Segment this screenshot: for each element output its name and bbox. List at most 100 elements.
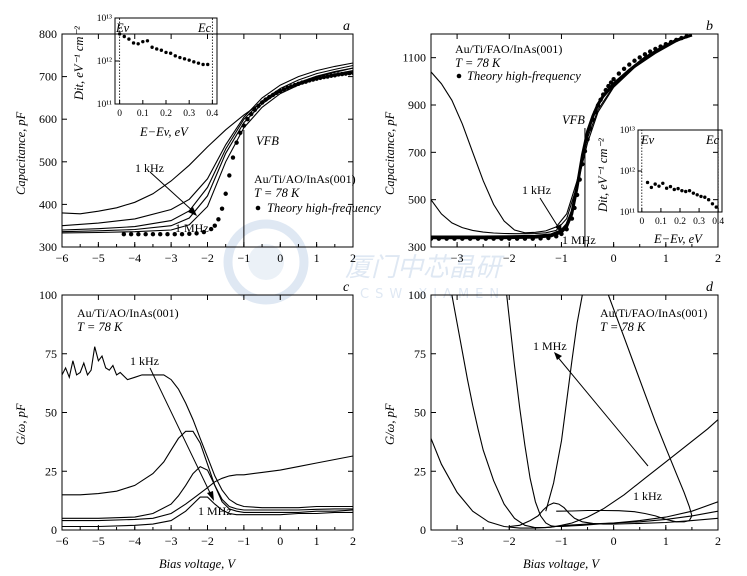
theory-point	[572, 205, 577, 211]
theory-point	[234, 140, 239, 145]
panel-c-label-1mhz: 1 MHz	[198, 504, 232, 518]
inset-point	[684, 189, 688, 194]
y-tick-label: 50	[45, 406, 57, 420]
theory-point	[350, 70, 353, 75]
panel-c-sample: Au/Ti/AO/InAs(001)	[77, 306, 179, 320]
series-line-3	[62, 465, 353, 519]
y-tick-label: 25	[414, 464, 426, 478]
theory-point	[201, 229, 207, 235]
panel-b-inset-ev: Ev	[640, 133, 655, 147]
theory-point	[274, 90, 279, 95]
theory-point	[608, 80, 614, 85]
theory-point	[574, 192, 580, 198]
x-tick-label: 1	[663, 251, 669, 265]
y-tick-label: 800	[39, 27, 57, 41]
panel-b-legend-theory: Theory high-frequency	[467, 69, 581, 83]
inset-point	[136, 42, 140, 46]
panel-a-y-axis: 300 400 500 600 700 800	[39, 27, 353, 254]
panel-a-inset-ev: Ev	[115, 21, 130, 35]
y-tick-label: 300	[408, 240, 426, 254]
theory-point	[475, 236, 481, 241]
inset-y-tick-label: 10¹¹	[97, 100, 112, 110]
panel-a-theory-points	[121, 70, 353, 237]
panel-c-label-1khz: 1 kHz	[130, 354, 159, 368]
y-tick-label: 500	[39, 155, 57, 169]
theory-point	[165, 232, 170, 237]
theory-point	[684, 34, 689, 39]
x-tick-label: 0	[277, 534, 283, 548]
panel-b-arrow-head	[555, 224, 562, 233]
panel-c-xlabel: Bias voltage, V	[159, 557, 236, 571]
theory-point	[216, 217, 221, 222]
panel-b-inset-ylabel: Dit, eV⁻¹ cm⁻²	[596, 138, 610, 213]
inset-x-tick-label: 0.3	[693, 217, 705, 227]
theory-point	[281, 87, 287, 92]
panel-b-theory-points	[431, 34, 689, 241]
inset-point	[155, 47, 159, 51]
x-tick-label: −1	[237, 534, 250, 548]
inset-point	[131, 41, 136, 45]
theory-point	[227, 173, 232, 178]
theory-point	[150, 232, 156, 237]
panel-b-letter: b	[706, 19, 713, 34]
y-tick-label: 700	[39, 70, 57, 84]
theory-point	[679, 35, 684, 41]
x-tick-label: −3	[165, 251, 178, 265]
panel-c-y-axis: 0 25 50 75 100	[39, 288, 353, 537]
theory-point	[627, 62, 632, 67]
theory-point	[499, 236, 504, 241]
theory-point	[121, 232, 127, 237]
inset-y-tick-label: 10¹²	[97, 57, 112, 67]
x-tick-label: −2	[503, 534, 516, 548]
panel-b-inset-ec: Ec	[705, 133, 720, 147]
series-line-2	[62, 62, 353, 227]
panel-a-arrow-head	[188, 207, 197, 216]
theory-point	[601, 92, 606, 97]
panel-b-arrow-line	[539, 197, 561, 231]
panel-a-label-vfb: VFB	[256, 134, 279, 148]
watermark: 厦门中芯晶研 CSW XIAMEN	[223, 219, 505, 305]
series-line-1	[431, 419, 718, 529]
theory-point	[303, 79, 308, 84]
panel-a-legend-dot	[255, 205, 261, 211]
theory-point	[642, 52, 648, 57]
inset-point	[192, 60, 196, 64]
series-line-1	[62, 67, 353, 215]
inset-point	[676, 186, 680, 191]
panel-b-inset: 0 0.1 0.2 0.3 0.4 10¹¹ 10¹² 10¹³ Ev Ec E−Ev, eV…	[596, 126, 724, 246]
x-tick-label: −4	[128, 251, 141, 265]
x-tick-label: −1	[237, 251, 250, 265]
theory-point	[238, 130, 243, 136]
inset-x-tick-label: 0.4	[206, 109, 218, 119]
theory-point	[593, 109, 598, 115]
panel-d-temperature: T = 78 K	[600, 320, 646, 334]
panel-b-inset-xlabel: E−Ev, eV	[653, 232, 703, 246]
theory-point	[128, 232, 134, 237]
inset-x-tick-label: 0	[117, 109, 122, 119]
inset-point	[710, 202, 715, 206]
y-tick-label: 600	[39, 112, 57, 126]
theory-point	[598, 97, 603, 102]
series-line-2	[62, 430, 353, 511]
theory-point	[212, 223, 217, 228]
inset-point	[117, 32, 122, 36]
y-tick-label: 100	[408, 288, 426, 302]
theory-point	[158, 232, 163, 237]
inset-y-tick-label: 10¹³	[620, 126, 635, 136]
panel-d-letter: d	[706, 280, 714, 295]
x-tick-label: 2	[350, 534, 356, 548]
theory-point	[347, 70, 352, 76]
x-tick-label: 2	[715, 534, 721, 548]
theory-point	[299, 80, 305, 85]
theory-point	[172, 232, 177, 237]
inset-point	[122, 34, 126, 39]
inset-point	[703, 195, 707, 199]
theory-point	[530, 236, 535, 241]
panel-b-inset-axes: 0 0.1 0.2 0.3 0.4 10¹¹ 10¹² 10¹³	[620, 126, 725, 227]
inset-point	[714, 205, 718, 209]
y-tick-label: 50	[414, 406, 426, 420]
series-line-1	[62, 346, 353, 509]
theory-point	[143, 232, 148, 237]
theory-point	[580, 161, 585, 167]
theory-point	[611, 77, 616, 82]
